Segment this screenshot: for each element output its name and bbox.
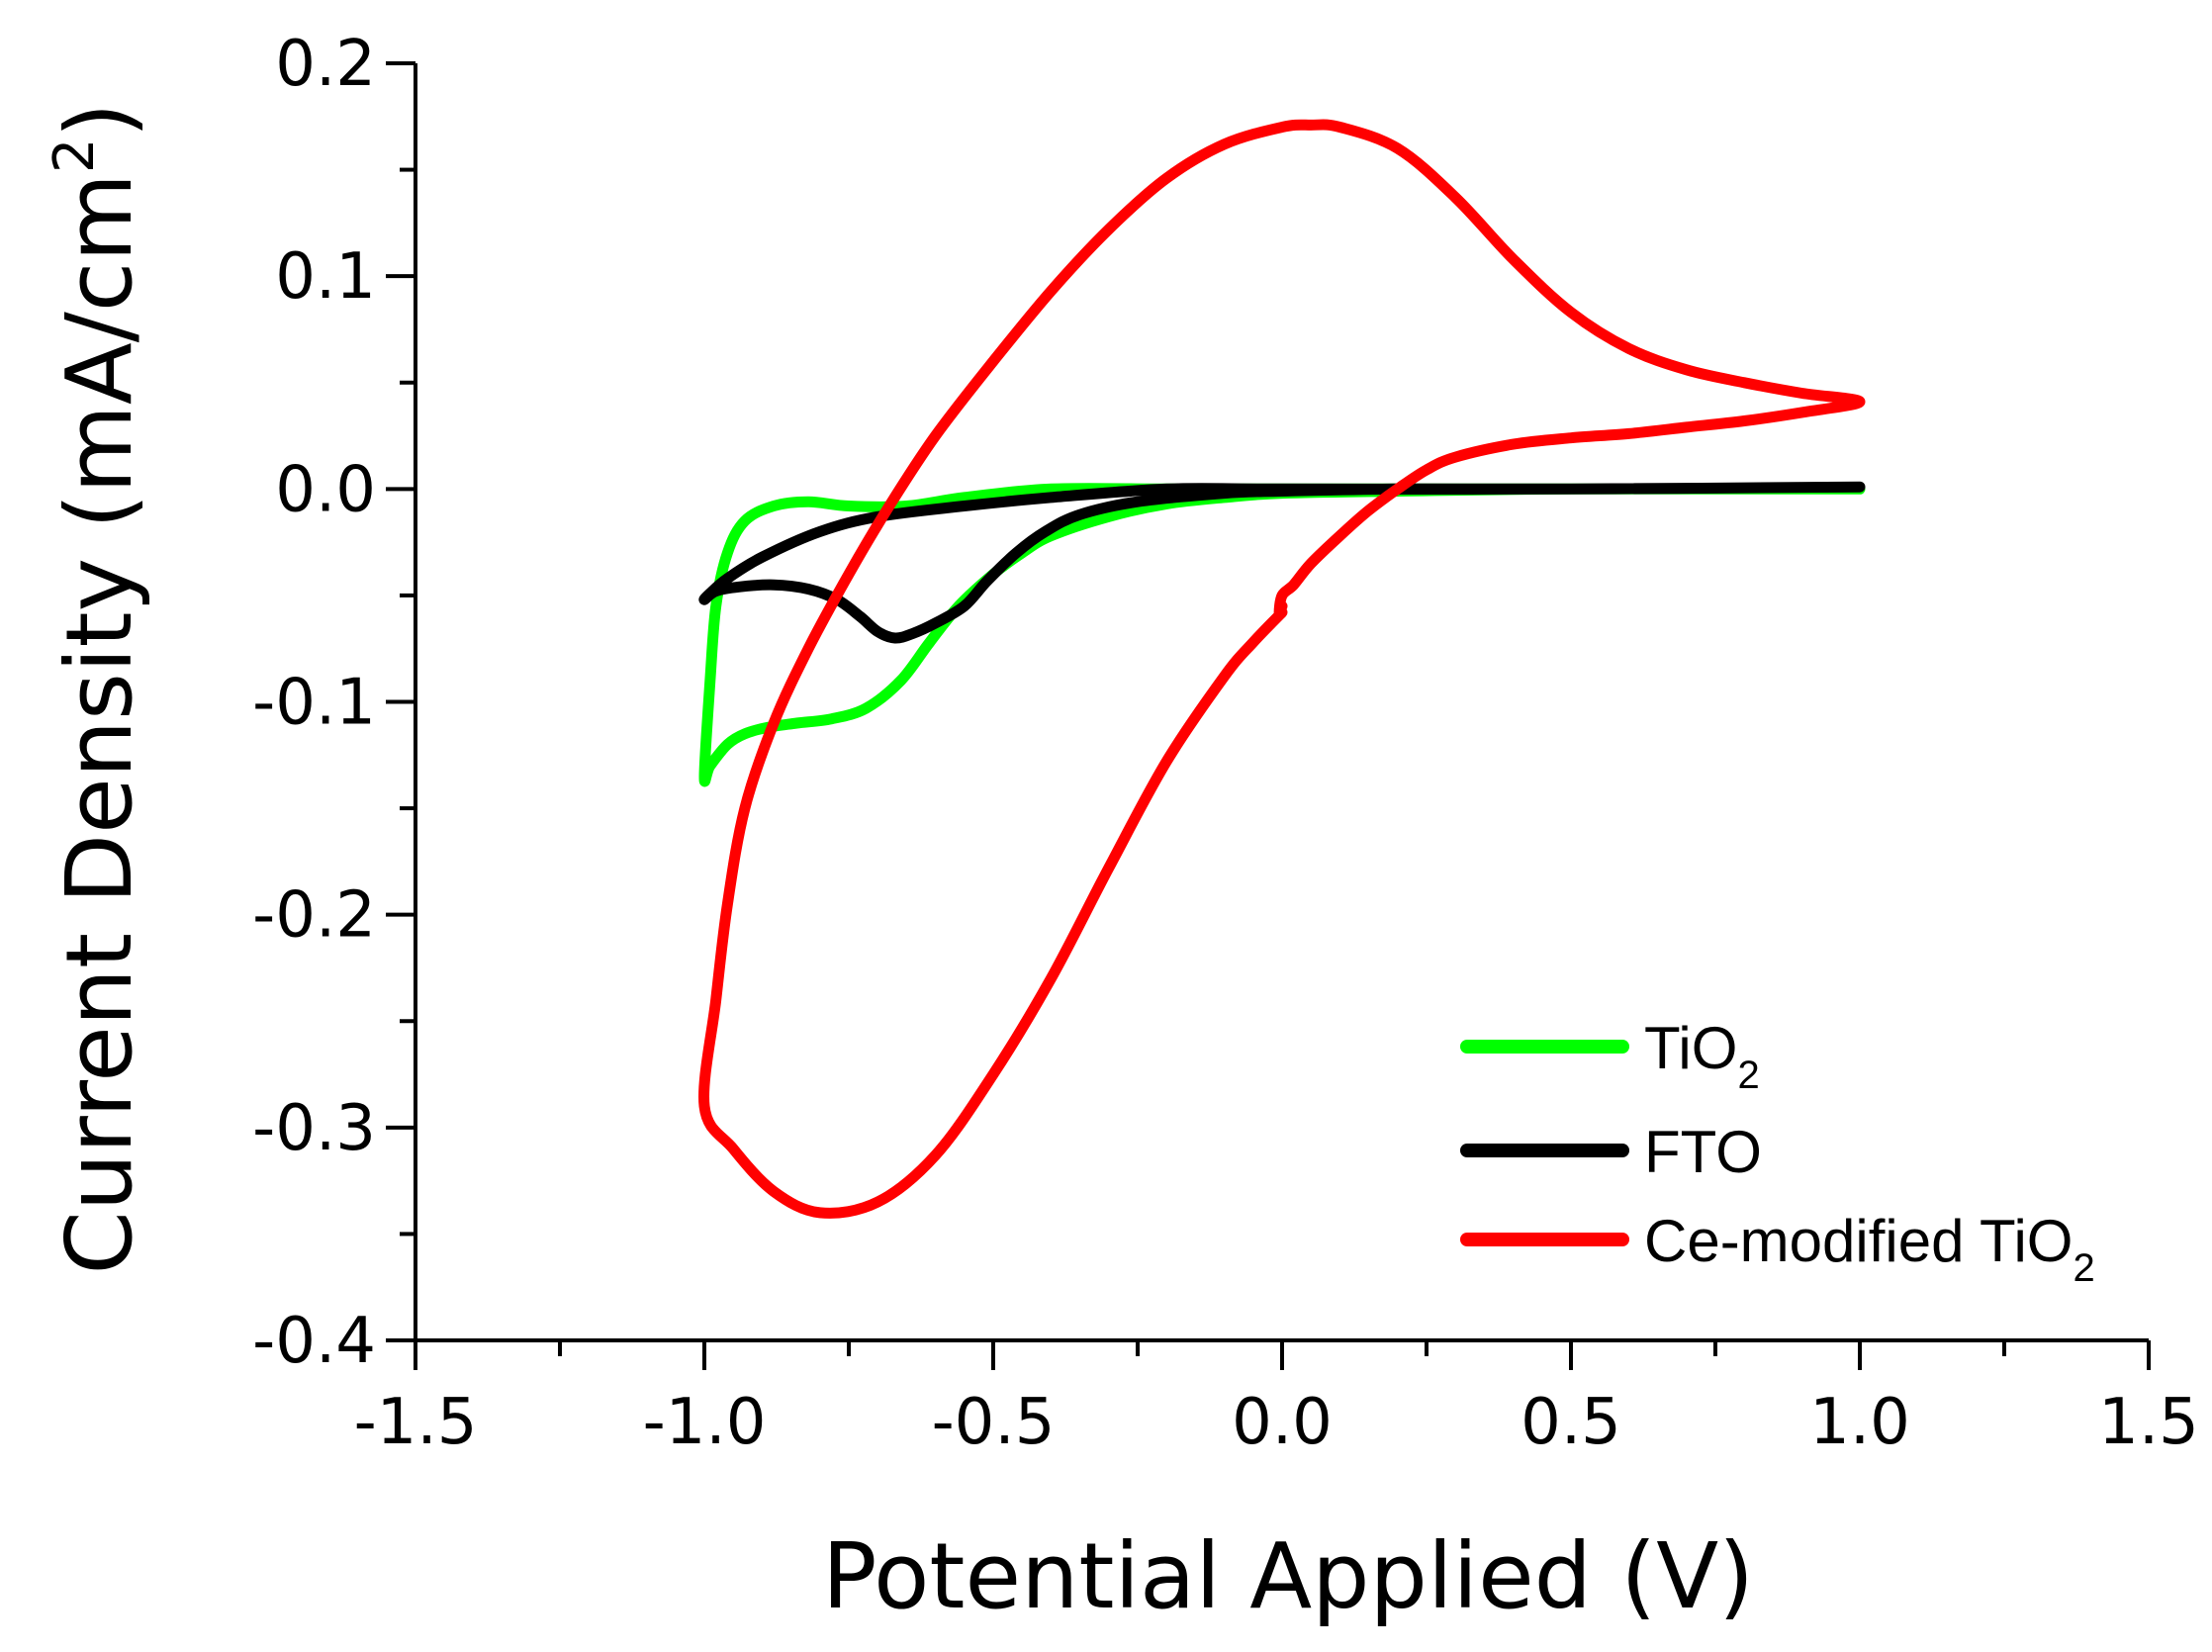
x-tick-label: -1.5 [354,1386,478,1459]
series-layer [698,119,1866,1219]
x-tick-label: -0.5 [932,1386,1056,1459]
y-tick-label: -0.3 [252,1092,376,1165]
legend-label-ce-modified-tio2: Ce-modified TiO2 [1644,1208,2095,1290]
y-axis-title-main: Current Density (mA/cm [46,173,152,1274]
x-tick-label: 1.5 [2098,1386,2199,1459]
legend-item-tio2: TiO2 [1460,1015,1760,1097]
y-tick-label: 0.1 [275,240,376,314]
y-tick-label: 0.0 [275,453,376,526]
legend-label-fto: FTO [1644,1119,1762,1185]
y-axis-title-end: ) [46,103,152,138]
legend-item-fto: FTO [1460,1119,1762,1185]
x-tick-label: -1.0 [643,1386,767,1459]
legend-label-tio2: TiO2 [1644,1015,1760,1097]
y-axis-title-sup: 2 [43,138,107,173]
legend: TiO2 FTO Ce-modified TiO2 [1460,1015,2095,1290]
y-tick-label: -0.2 [252,879,376,953]
series-line-fto [698,481,1866,644]
x-axis: -1.5 -1.0 -0.5 0.0 0.5 1.0 1.5 [354,1340,2199,1459]
y-tick-label: 0.2 [275,28,376,101]
y-axis-title: Current Density (mA/cm2) [43,103,152,1275]
plot-frame [414,63,2149,1342]
y-tick-label: -0.1 [252,667,376,740]
y-axis: -0.4 -0.3 -0.2 -0.1 0.0 0.1 0.2 [252,28,415,1378]
y-tick-label: -0.4 [252,1305,376,1378]
x-tick-label: 1.0 [1809,1386,1910,1459]
x-axis-title: Potential Applied (V) [822,1523,1754,1629]
series-line-ce-modified-tio2 [698,119,1866,1219]
legend-item-ce-modified-tio2: Ce-modified TiO2 [1460,1208,2095,1290]
x-tick-label: 0.0 [1232,1386,1333,1459]
x-tick-label: 0.5 [1521,1386,1621,1459]
